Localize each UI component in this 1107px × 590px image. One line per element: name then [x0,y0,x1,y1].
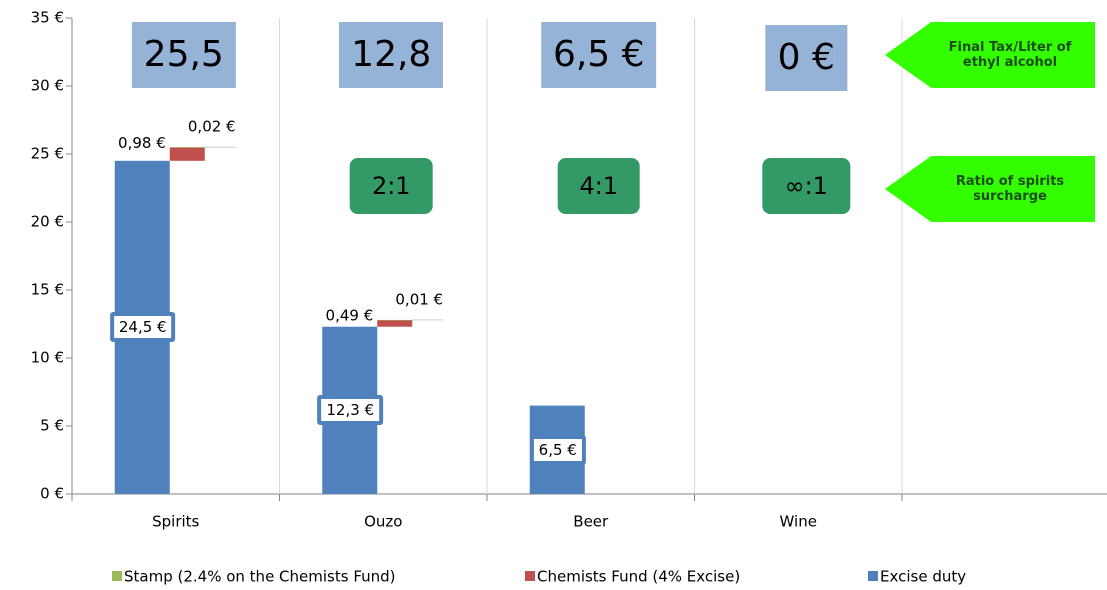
y-tick-label: 25 € [31,145,64,163]
x-tick-label: Spirits [152,513,199,531]
data-label: 0,98 € [118,134,166,152]
final-tax-label: 6,5 € [540,22,657,88]
final-tax-callout: Final Tax/Liter of ethyl alcohol [885,22,1095,88]
y-tick-label: 20 € [31,213,64,231]
x-tick-label: Wine [780,513,817,531]
final-tax-label: 25,5 [131,22,236,88]
callout-text: Ratio of spirits surcharge [955,174,1065,204]
data-label: 12,3 € [317,395,384,426]
bar [169,147,205,148]
ratio-label: 2:1 [349,158,433,214]
data-label: 0,02 € [188,118,236,136]
ratio-label: 4:1 [557,158,641,214]
legend-label: Excise duty [880,568,966,586]
final-tax-label: 0 € [765,25,847,91]
y-tick-label: 30 € [31,77,64,95]
legend-label: Stamp (2.4% on the Chemists Fund) [124,568,396,586]
ratio-callout: Ratio of spirits surcharge [885,156,1095,222]
data-label: 6,5 € [529,434,586,465]
bar [377,320,413,327]
x-tick-label: Ouzo [364,513,402,531]
legend-swatch [525,571,535,581]
y-tick-label: 15 € [31,281,64,299]
legend-swatch [868,571,878,581]
ratio-label: ∞:1 [762,158,850,214]
bar [377,319,413,321]
callout-text: Final Tax/Liter of ethyl alcohol [948,40,1072,70]
x-tick-label: Beer [573,513,609,531]
y-tick-label: 35 € [31,9,64,27]
y-tick-label: 10 € [31,349,64,367]
data-label: 24,5 € [109,312,176,343]
final-tax-label: 12,8 [339,22,444,88]
data-label: 0,01 € [395,290,443,308]
data-label: 0,49 € [326,307,374,325]
y-tick-label: 0 € [40,485,64,503]
legend-label: Chemists Fund (4% Excise) [537,568,740,586]
bar [169,147,205,161]
legend-swatch [112,571,122,581]
y-tick-label: 5 € [40,417,64,435]
